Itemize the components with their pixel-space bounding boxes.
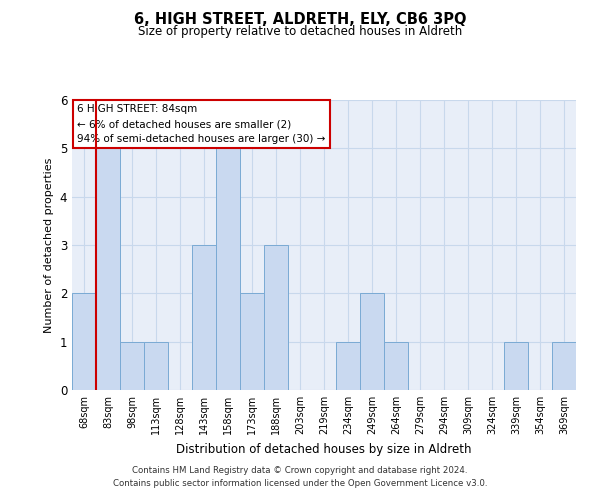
Bar: [192, 245, 216, 390]
Bar: [216, 148, 240, 390]
Text: Contains HM Land Registry data © Crown copyright and database right 2024.
Contai: Contains HM Land Registry data © Crown c…: [113, 466, 487, 487]
Text: Size of property relative to detached houses in Aldreth: Size of property relative to detached ho…: [138, 25, 462, 38]
Text: 6 HIGH STREET: 84sqm
← 6% of detached houses are smaller (2)
94% of semi-detache: 6 HIGH STREET: 84sqm ← 6% of detached ho…: [77, 104, 325, 144]
Bar: [240, 294, 264, 390]
Y-axis label: Number of detached properties: Number of detached properties: [44, 158, 54, 332]
Bar: [96, 148, 120, 390]
Bar: [384, 342, 408, 390]
Text: 6, HIGH STREET, ALDRETH, ELY, CB6 3PQ: 6, HIGH STREET, ALDRETH, ELY, CB6 3PQ: [134, 12, 466, 28]
Bar: [504, 342, 528, 390]
Bar: [264, 245, 288, 390]
Bar: [120, 342, 144, 390]
Bar: [552, 342, 576, 390]
Bar: [360, 294, 384, 390]
Bar: [144, 342, 168, 390]
X-axis label: Distribution of detached houses by size in Aldreth: Distribution of detached houses by size …: [176, 442, 472, 456]
Bar: [336, 342, 360, 390]
Bar: [72, 294, 96, 390]
